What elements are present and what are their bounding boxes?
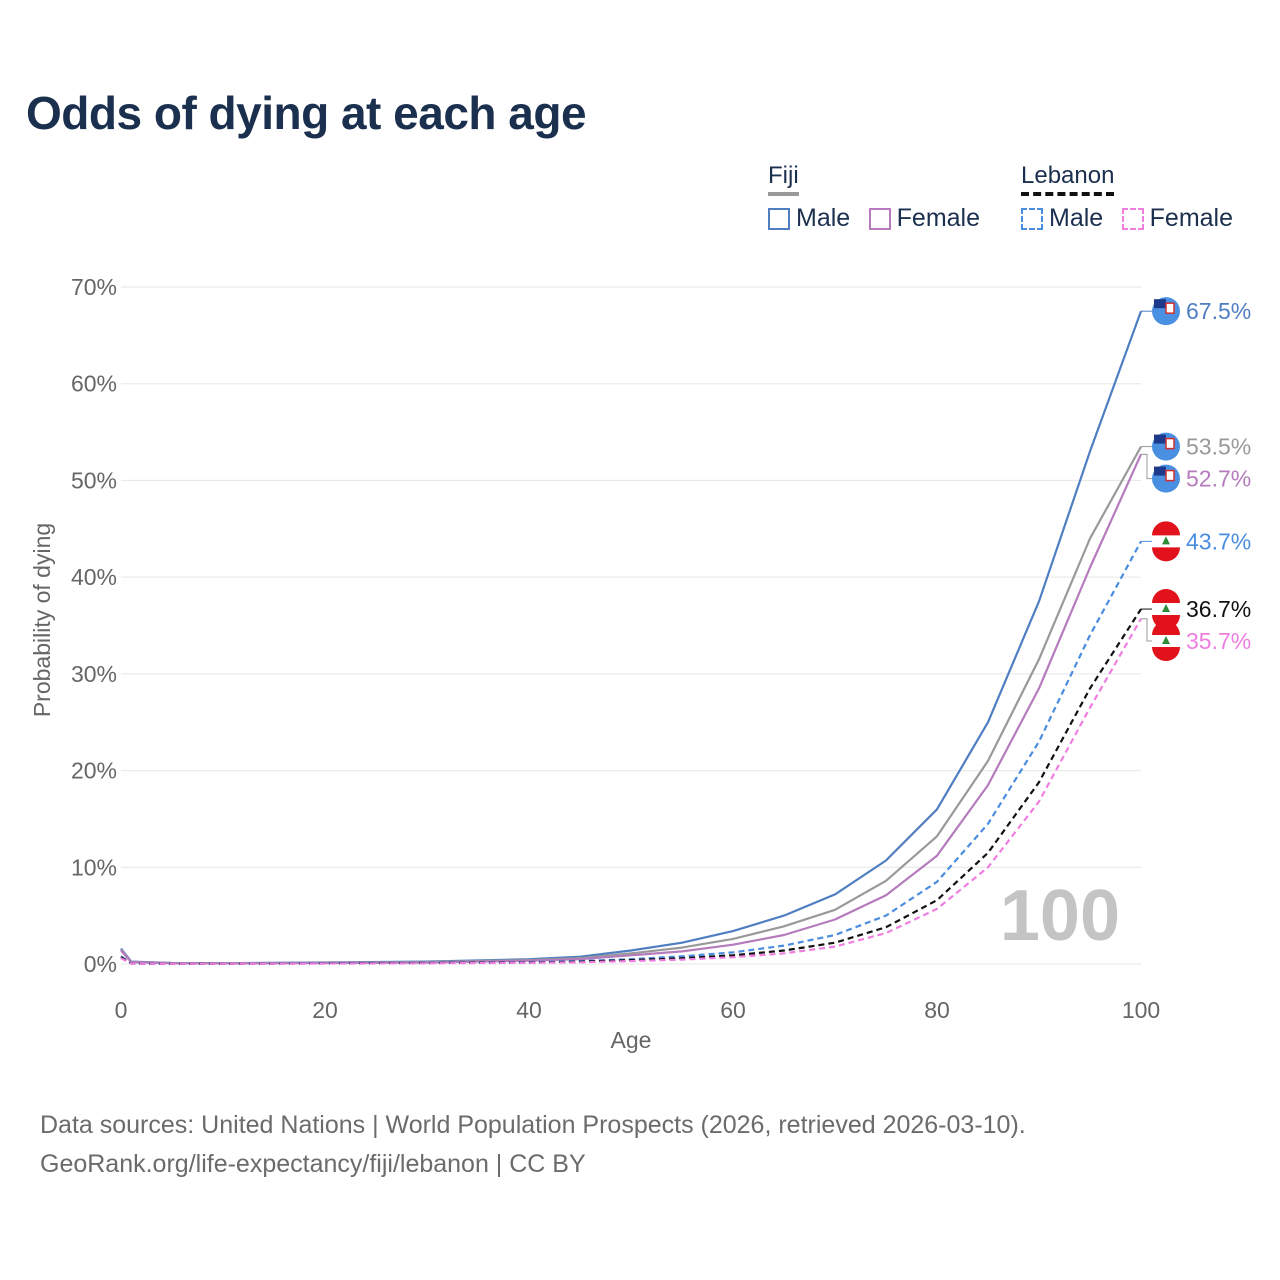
x-tick-label: 60 [720, 997, 746, 1023]
legend-label: Male [1049, 204, 1104, 232]
legend-group-title: Fiji [768, 162, 799, 196]
series-end-label: 67.5% [1186, 298, 1251, 324]
y-tick-label: 20% [71, 758, 117, 784]
fiji-flag-canton [1154, 466, 1166, 476]
legend-group-line [1021, 192, 1115, 196]
cedar-icon [1162, 636, 1170, 645]
lebanon-flag-bottom-stripe [1152, 547, 1181, 562]
fiji-flag-shield [1165, 437, 1175, 450]
legend-swatch [868, 207, 891, 230]
series-end-markers: 67.5% 53.5% 52.7% 43.7% 36.7% 35.7% [1141, 297, 1251, 662]
series-line [120, 446, 1142, 965]
legend-item-fiji-female[interactable]: Female [868, 204, 981, 233]
cedar-icon [1162, 536, 1170, 545]
legend-group-lebanon: Lebanon Male Female [1021, 162, 1247, 235]
x-tick-label: 100 [1122, 997, 1160, 1023]
y-tick-label: 40% [71, 564, 117, 590]
series-end-label: 43.7% [1186, 528, 1251, 554]
legend-item-fiji-male[interactable]: Male [768, 204, 850, 233]
watermark-year: 100 [1000, 876, 1120, 956]
fiji-flag-canton [1154, 299, 1166, 309]
cedar-icon [1162, 604, 1170, 613]
legend-item-lebanon-male[interactable]: Male [1021, 204, 1103, 233]
legend-swatch [768, 207, 790, 230]
gridlines [121, 286, 1141, 965]
y-tick-label: 70% [71, 274, 117, 300]
series-end-label: 53.5% [1186, 434, 1251, 460]
x-axis-ticks: 0 20 40 60 80 100 [115, 997, 1161, 1023]
x-tick-label: 0 [115, 997, 128, 1023]
y-tick-label: 50% [71, 467, 117, 493]
lebanon-flag-top-stripe [1152, 521, 1181, 536]
footer: Data sources: United Nations | World Pop… [40, 1106, 1026, 1184]
series-line [120, 310, 1143, 965]
legend-label: Female [1149, 204, 1234, 232]
series-line [120, 618, 1142, 965]
legend-group-fiji: Fiji Male Female [768, 162, 994, 235]
leader-line [1141, 618, 1152, 642]
chart-area: 100 0% 10% 20% 30% 40% 50% 60% 70% 0 20 40 60 80 100… [29, 274, 1251, 1053]
chart-title: Odds of dying at each age [26, 87, 587, 139]
y-tick-label: 10% [71, 854, 117, 880]
legend-group-name: Fiji [768, 162, 799, 189]
legend-swatch [1021, 207, 1043, 230]
leader-line [1141, 453, 1152, 480]
x-tick-label: 20 [312, 997, 338, 1023]
legend-group-title: Lebanon [1021, 162, 1115, 196]
y-tick-label: 0% [84, 951, 117, 977]
series-end-label: 35.7% [1186, 628, 1251, 654]
series-end-label: 52.7% [1186, 466, 1251, 492]
fiji-flag-shield [1165, 302, 1175, 314]
series-line [120, 540, 1142, 965]
y-tick-label: 30% [71, 661, 117, 687]
legend-label: Female [896, 204, 981, 232]
fiji-flag-shield [1165, 469, 1175, 482]
legend-swatch [1121, 207, 1144, 230]
y-tick-label: 60% [71, 371, 117, 397]
x-tick-label: 80 [924, 997, 950, 1023]
lebanon-flag-bottom-stripe [1152, 647, 1181, 662]
x-axis-label: Age [611, 1027, 652, 1053]
y-axis-label: Probability of dying [29, 523, 55, 717]
legend-group-name: Lebanon [1021, 162, 1115, 189]
fiji-flag-canton [1154, 434, 1166, 444]
series-line [120, 453, 1143, 965]
series-lines [120, 310, 1143, 965]
x-tick-label: 40 [516, 997, 542, 1023]
footer-link[interactable]: GeoRank.org/life-expectancy/fiji/lebanon… [40, 1150, 586, 1178]
legend-label: Male [796, 204, 851, 232]
lebanon-flag-top-stripe [1152, 621, 1181, 636]
legend-item-lebanon-female[interactable]: Female [1121, 204, 1234, 233]
footer-sources: Data sources: United Nations | World Pop… [40, 1111, 1026, 1139]
lebanon-flag-top-stripe [1152, 589, 1181, 604]
series-end-label: 36.7% [1186, 596, 1251, 622]
y-axis-ticks: 0% 10% 20% 30% 40% 50% 60% 70% [71, 274, 117, 977]
legend-group-line [768, 192, 799, 196]
